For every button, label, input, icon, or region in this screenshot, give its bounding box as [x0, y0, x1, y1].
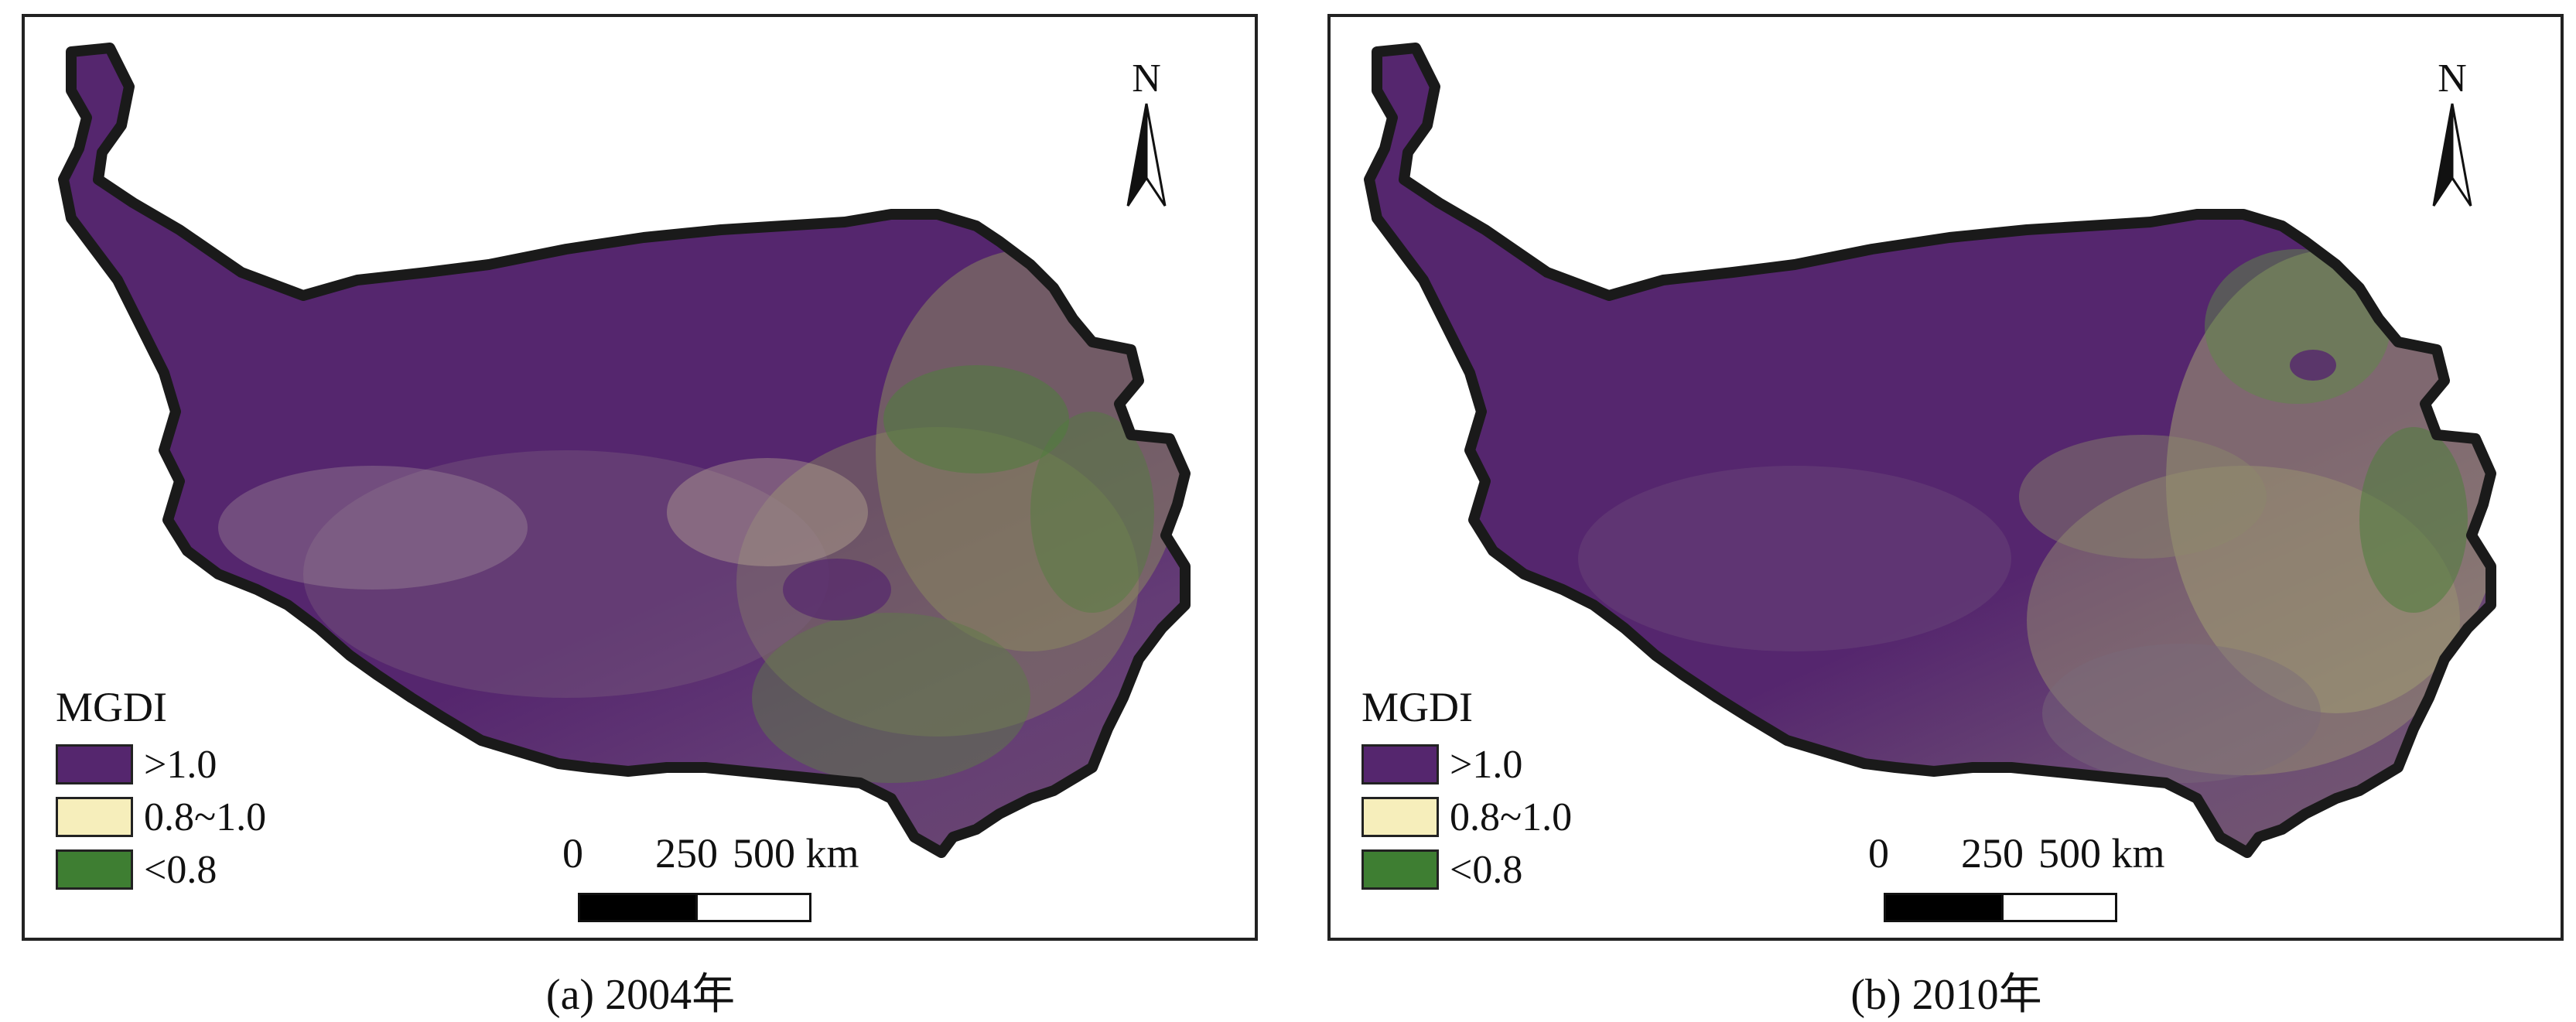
scale-bar: 0 250 500 km: [547, 829, 872, 930]
legend-label: <0.8: [1450, 847, 1523, 892]
scale-bar-black: [1884, 893, 2004, 922]
legend-label: 0.8~1.0: [144, 795, 267, 839]
north-label: N: [2438, 56, 2467, 101]
legend-title: MGDI: [1361, 684, 1473, 730]
legend-swatch-low: [1361, 849, 1439, 890]
scale-tick: 0: [562, 830, 583, 877]
plateau-map-2010: [1331, 17, 2561, 938]
legend-title: MGDI: [56, 684, 167, 730]
scale-tick: 500 km: [733, 830, 859, 877]
legend-label: <0.8: [144, 847, 217, 892]
plateau-map-2004: [25, 17, 1255, 938]
scale-tick: 0: [1868, 830, 1889, 877]
legend-label: >1.0: [1450, 742, 1523, 787]
legend: MGDI >1.0 0.8~1.0 <0.8: [56, 682, 266, 896]
scale-bar-black: [578, 893, 698, 922]
scale-bar-white: [2001, 893, 2117, 922]
map-panel-2010: N MGDI >1.0 0.8~1.0 <0.8 0 250 500 km: [1327, 14, 2564, 941]
legend-swatch-high: [1361, 744, 1439, 784]
north-arrow-icon: [2432, 103, 2472, 207]
scale-tick: 250: [655, 830, 718, 877]
legend-swatch-mid: [56, 797, 133, 837]
legend-item: >1.0: [1361, 738, 1572, 791]
legend-swatch-low: [56, 849, 133, 890]
legend-swatch-high: [56, 744, 133, 784]
north-arrow: N: [1123, 57, 1170, 209]
north-arrow-icon: [1126, 103, 1167, 207]
scale-bar-white: [695, 893, 811, 922]
legend-item: <0.8: [56, 843, 266, 896]
caption-2010: (b) 2010年: [1850, 971, 2042, 1019]
map-panel-2004: N MGDI >1.0 0.8~1.0 <0.8 0 250 500 km: [22, 14, 1258, 941]
scale-tick: 500 km: [2038, 830, 2165, 877]
legend-label: >1.0: [144, 742, 217, 787]
legend-item: >1.0: [56, 738, 266, 791]
legend: MGDI >1.0 0.8~1.0 <0.8: [1361, 682, 1572, 896]
scale-bar: 0 250 500 km: [1853, 829, 2178, 930]
legend-swatch-mid: [1361, 797, 1439, 837]
north-arrow: N: [2429, 57, 2475, 209]
legend-label: 0.8~1.0: [1450, 795, 1573, 839]
legend-item: 0.8~1.0: [56, 791, 266, 843]
legend-item: 0.8~1.0: [1361, 791, 1572, 843]
legend-item: <0.8: [1361, 843, 1572, 896]
scale-tick: 250: [1961, 830, 2024, 877]
north-label: N: [1132, 56, 1161, 101]
caption-2004: (a) 2004年: [545, 971, 736, 1019]
